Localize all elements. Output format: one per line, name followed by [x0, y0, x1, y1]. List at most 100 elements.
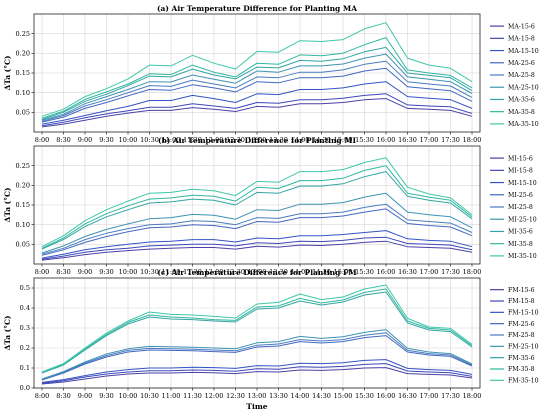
x-tick-label: 12:00 [205, 268, 224, 276]
series-line-FM-15-8 [41, 363, 473, 384]
series-line-MI-35-8 [41, 165, 473, 249]
series-line-MI-15-10 [41, 230, 473, 259]
y-tick-label: 0.1 [20, 364, 30, 372]
x-tick-label: 8:30 [56, 136, 71, 144]
x-tick-label: 14:00 [291, 136, 310, 144]
legend-entry: MI-35-10 [508, 253, 537, 260]
y-tick-label: 0.25 [16, 162, 30, 170]
legend-entry: MA-25-8 [508, 72, 535, 79]
series-line-MI-25-8 [41, 203, 473, 255]
x-tick-label: 13:30 [269, 392, 288, 400]
series-line-MI-25-6 [41, 208, 473, 256]
x-tick-label: 8:00 [35, 268, 50, 276]
x-tick-label: 10:30 [140, 136, 159, 144]
x-tick-label: 14:30 [312, 392, 331, 400]
series-line-MI-15-6 [41, 240, 473, 261]
x-tick-label: 17:00 [420, 392, 439, 400]
x-tick-label: 9:30 [99, 268, 114, 276]
y-axis-label: ΔTa (°C) [3, 188, 12, 223]
x-tick-label: 9:30 [99, 392, 114, 400]
series-line-MI-15-8 [41, 236, 473, 260]
x-tick-label: 17:30 [441, 136, 460, 144]
x-tick-label: 15:30 [355, 136, 374, 144]
x-tick-label: 15:00 [334, 136, 353, 144]
legend-entry: MI-25-10 [508, 216, 537, 223]
y-axis-label: ΔTa (°C) [3, 316, 12, 351]
series-line-MA-25-10 [41, 53, 473, 121]
y-tick-label: 0.2 [20, 344, 30, 352]
legend-entry: FM-25-10 [508, 344, 539, 351]
x-tick-label: 13:00 [248, 136, 267, 144]
x-tick-label: 14:00 [291, 268, 310, 276]
y-tick-label: 0.15 [16, 201, 30, 209]
legend-entry: MI-35-6 [508, 229, 533, 236]
x-tick-label: 11:30 [183, 392, 202, 400]
y-tick-label: 0.20 [16, 50, 30, 58]
x-tick-label: 16:00 [377, 136, 396, 144]
x-tick-label: 17:30 [441, 392, 460, 400]
series-line-FM-35-10 [41, 284, 473, 373]
x-tick-label: 11:00 [162, 268, 181, 276]
legend-entry: FM-15-6 [508, 287, 535, 294]
x-tick-label: 8:30 [56, 392, 71, 400]
legend-entry: MI-15-6 [508, 155, 533, 162]
legend-entry: MI-25-6 [508, 192, 533, 199]
x-tick-label: 12:00 [205, 136, 224, 144]
panel-a: (a) Air Temperature Difference for Plant… [3, 4, 539, 144]
x-tick-label: 18:00 [463, 392, 482, 400]
legend-entry: MA-15-6 [508, 23, 535, 30]
series-line-MA-25-6 [41, 67, 473, 123]
legend-entry: MI-35-8 [508, 241, 533, 248]
x-tick-label: 14:00 [291, 392, 310, 400]
x-tick-label: 17:00 [420, 268, 439, 276]
y-tick-label: 0.5 [20, 284, 30, 292]
x-tick-label: 10:30 [140, 268, 159, 276]
y-tick-label: 0.10 [16, 221, 30, 229]
y-tick-label: 0.15 [16, 69, 30, 77]
x-tick-label: 14:30 [312, 136, 331, 144]
series-line-MA-35-10 [41, 22, 473, 117]
series-line-MI-25-10 [41, 192, 473, 254]
series-line-MA-15-10 [41, 81, 473, 125]
x-tick-label: 10:00 [119, 136, 138, 144]
x-tick-label: 12:30 [226, 136, 245, 144]
x-tick-label: 11:30 [183, 136, 202, 144]
legend-entry: FM-35-10 [508, 378, 539, 385]
y-tick-label: 0.10 [16, 89, 30, 97]
x-tick-label: 14:30 [312, 268, 331, 276]
x-tick-label: 8:30 [56, 268, 71, 276]
legend-entry: MA-35-8 [508, 109, 535, 116]
legend-entry: FM-15-10 [508, 310, 539, 317]
x-tick-label: 16:00 [377, 392, 396, 400]
series-line-FM-35-6 [41, 291, 473, 374]
x-tick-label: 15:00 [334, 268, 353, 276]
x-tick-label: 16:30 [398, 268, 417, 276]
legend-entry: MI-15-8 [508, 168, 533, 175]
legend-entry: FM-35-6 [508, 355, 535, 362]
x-tick-label: 8:00 [35, 136, 50, 144]
series-line-FM-25-10 [41, 329, 473, 380]
x-tick-label: 10:00 [119, 392, 138, 400]
x-tick-label: 9:00 [78, 392, 93, 400]
x-tick-label: 12:00 [205, 392, 224, 400]
panel-b: (b) Air Temperature Difference for Plant… [3, 136, 537, 276]
legend-entry: FM-25-8 [508, 332, 535, 339]
x-axis-label: Time [246, 402, 267, 411]
panel-title: (c) Air Temperature Difference for Plant… [157, 268, 356, 277]
panel-c: (c) Air Temperature Difference for Plant… [3, 268, 539, 411]
x-tick-label: 9:00 [78, 136, 93, 144]
y-tick-label: 0.20 [16, 182, 30, 190]
y-tick-label: 0.25 [16, 30, 30, 38]
x-tick-label: 12:30 [226, 392, 245, 400]
series-line-FM-25-8 [41, 332, 473, 381]
legend-entry: FM-35-8 [508, 366, 535, 373]
series-line-MA-25-8 [41, 60, 473, 122]
panel-title: (b) Air Temperature Difference for Plant… [158, 136, 357, 145]
y-tick-label: 0.0 [20, 384, 30, 392]
series-line-MI-35-6 [41, 171, 473, 250]
x-tick-label: 13:30 [269, 136, 288, 144]
legend-entry: MA-35-10 [508, 121, 539, 128]
x-tick-label: 18:00 [463, 268, 482, 276]
y-tick-label: 0.05 [16, 109, 30, 117]
